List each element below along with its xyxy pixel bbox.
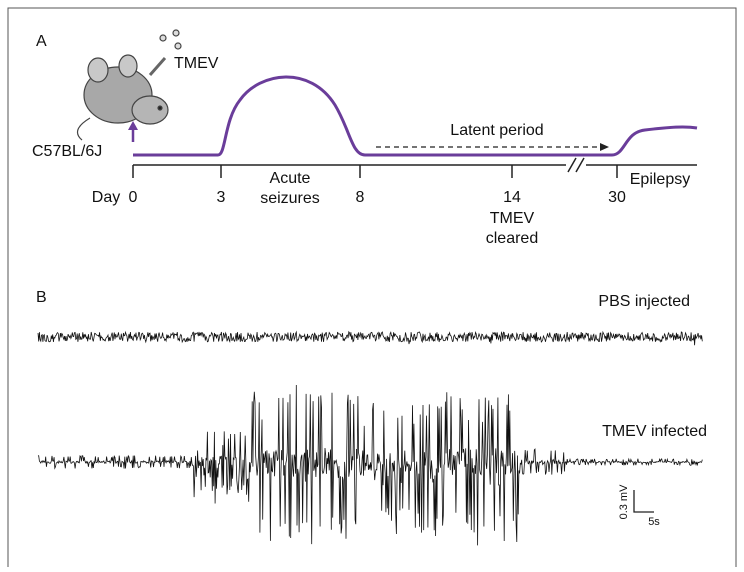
seizure-curve — [133, 75, 698, 157]
phase-label: TMEV — [490, 210, 535, 227]
day-label: Day — [92, 189, 120, 206]
latent-label: Latent period — [450, 122, 543, 139]
phase-label: cleared — [486, 230, 538, 247]
phase-label: Acute — [270, 170, 311, 187]
tick-label: 14 — [503, 189, 521, 206]
panel-label: B — [36, 289, 47, 306]
timeline-axis — [133, 157, 697, 173]
tick-label: 3 — [217, 189, 226, 206]
eeg-trace — [37, 330, 703, 346]
eeg-trace — [37, 384, 703, 546]
arrow-head — [128, 121, 138, 130]
trace-label: TMEV infected — [602, 423, 707, 440]
tick-label: 8 — [356, 189, 365, 206]
tick-label: 30 — [608, 189, 626, 206]
phase-label: seizures — [260, 190, 320, 207]
latent-arrow-head — [600, 143, 609, 151]
scale-voltage: 0.3 mV — [618, 484, 630, 520]
panel-label: A — [36, 33, 47, 50]
scale-time: 5s — [648, 516, 660, 528]
mouse-illustration — [76, 29, 182, 141]
trace-label: PBS injected — [598, 293, 690, 310]
scale-bar — [633, 490, 654, 513]
strain-label: C57BL/6J — [32, 143, 102, 160]
tick-label: 0 — [129, 189, 138, 206]
virus-label: TMEV — [174, 55, 219, 72]
figure-border — [7, 7, 737, 572]
phase-label: Epilepsy — [630, 171, 690, 188]
